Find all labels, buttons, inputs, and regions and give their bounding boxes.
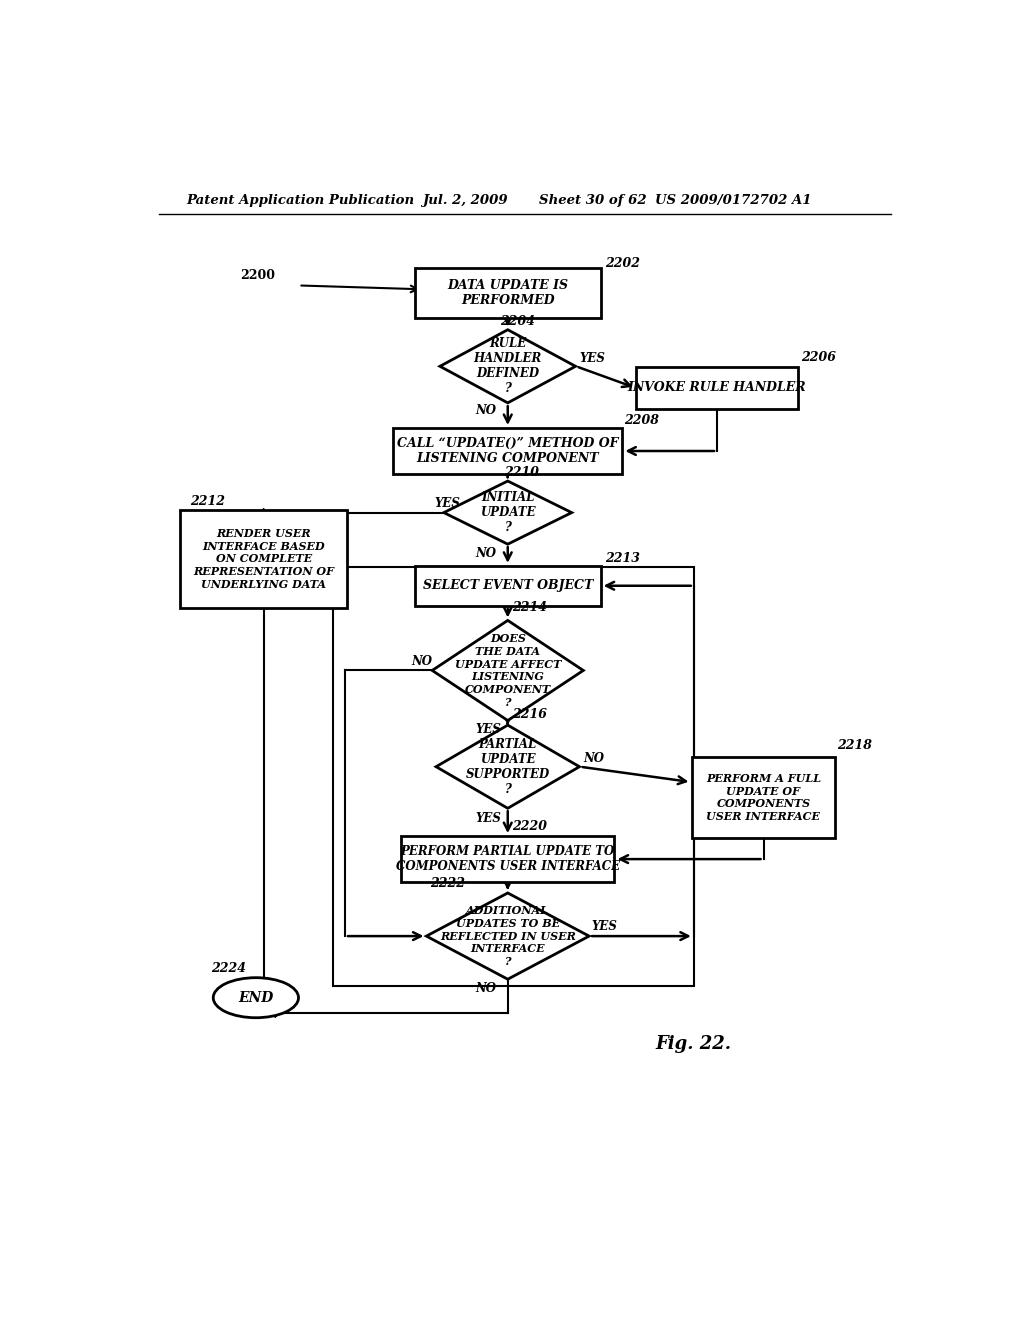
Text: YES: YES <box>434 496 460 510</box>
Text: NO: NO <box>475 404 497 417</box>
Text: US 2009/0172702 A1: US 2009/0172702 A1 <box>655 194 811 207</box>
Text: DOES
THE DATA
UPDATE AFFECT
LISTENING
COMPONENT
?: DOES THE DATA UPDATE AFFECT LISTENING CO… <box>455 634 561 708</box>
Text: 2213: 2213 <box>604 552 640 565</box>
Text: 2218: 2218 <box>838 739 872 751</box>
Text: NO: NO <box>583 752 604 766</box>
FancyBboxPatch shape <box>692 758 836 838</box>
Polygon shape <box>432 620 584 721</box>
Text: RENDER USER
INTERFACE BASED
ON COMPLETE
REPRESENTATION OF
UNDERLYING DATA: RENDER USER INTERFACE BASED ON COMPLETE … <box>194 528 334 590</box>
Text: INITIAL
UPDATE
?: INITIAL UPDATE ? <box>480 491 536 535</box>
Text: 2212: 2212 <box>190 495 225 508</box>
FancyBboxPatch shape <box>180 510 347 609</box>
FancyBboxPatch shape <box>636 367 799 409</box>
Text: 2210: 2210 <box>504 466 539 479</box>
Text: Patent Application Publication: Patent Application Publication <box>186 194 415 207</box>
Text: 2204: 2204 <box>500 315 535 329</box>
FancyBboxPatch shape <box>393 428 622 474</box>
FancyBboxPatch shape <box>415 268 601 318</box>
Text: CALL “UPDATE()” METHOD OF
LISTENING COMPONENT: CALL “UPDATE()” METHOD OF LISTENING COMP… <box>397 437 618 465</box>
Text: 2200: 2200 <box>241 269 275 282</box>
Polygon shape <box>440 330 575 403</box>
Text: YES: YES <box>475 812 501 825</box>
Text: 2202: 2202 <box>604 257 640 271</box>
Text: 2206: 2206 <box>801 351 836 363</box>
Polygon shape <box>426 892 589 979</box>
Ellipse shape <box>213 978 299 1018</box>
Text: Jul. 2, 2009: Jul. 2, 2009 <box>423 194 508 207</box>
Text: 2208: 2208 <box>624 413 659 426</box>
Text: ADDITIONAL
UPDATES TO BE
REFLECTED IN USER
INTERFACE
?: ADDITIONAL UPDATES TO BE REFLECTED IN US… <box>440 906 575 968</box>
Text: YES: YES <box>592 920 617 933</box>
Text: NO: NO <box>475 982 497 995</box>
Text: YES: YES <box>579 352 605 366</box>
Text: 2214: 2214 <box>512 601 547 614</box>
FancyBboxPatch shape <box>401 836 614 882</box>
Text: 2224: 2224 <box>211 962 246 975</box>
Polygon shape <box>443 480 571 544</box>
Text: Fig. 22.: Fig. 22. <box>655 1035 731 1053</box>
Text: YES: YES <box>475 723 501 737</box>
Text: NO: NO <box>411 655 432 668</box>
Text: 2216: 2216 <box>512 708 547 721</box>
Text: END: END <box>239 991 273 1005</box>
FancyBboxPatch shape <box>415 566 601 606</box>
Text: INVOKE RULE HANDLER: INVOKE RULE HANDLER <box>628 381 806 395</box>
Text: NO: NO <box>475 546 497 560</box>
Text: SELECT EVENT OBJECT: SELECT EVENT OBJECT <box>423 579 593 593</box>
Text: Sheet 30 of 62: Sheet 30 of 62 <box>539 194 646 207</box>
Text: PERFORM A FULL
UPDATE OF
COMPONENTS
USER INTERFACE: PERFORM A FULL UPDATE OF COMPONENTS USER… <box>706 772 821 822</box>
Text: DATA UPDATE IS
PERFORMED: DATA UPDATE IS PERFORMED <box>447 279 568 308</box>
Text: 2222: 2222 <box>430 878 465 890</box>
Text: 2220: 2220 <box>512 820 547 833</box>
Text: RULE
HANDLER
DEFINED
?: RULE HANDLER DEFINED ? <box>474 338 542 395</box>
Text: PERFORM PARTIAL UPDATE TO
COMPONENTS USER INTERFACE: PERFORM PARTIAL UPDATE TO COMPONENTS USE… <box>395 845 620 873</box>
Polygon shape <box>436 725 580 808</box>
Text: PARTIAL
UPDATE
SUPPORTED
?: PARTIAL UPDATE SUPPORTED ? <box>466 738 550 796</box>
